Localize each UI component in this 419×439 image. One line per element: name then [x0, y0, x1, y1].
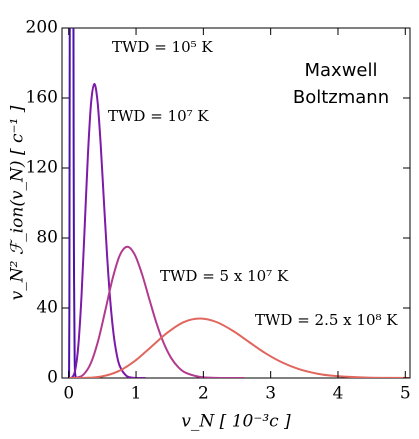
x-tick-label: 0: [63, 384, 74, 404]
legend-label: TWD = 2.5 x 10⁸ K: [255, 311, 398, 329]
line: [67, 28, 78, 378]
annotation: Boltzmann: [293, 87, 389, 108]
line: [68, 82, 146, 378]
legend-label: TWD = 10⁵ K: [112, 38, 213, 56]
y-tick-label: 0: [47, 368, 58, 388]
curves: [67, 28, 410, 378]
y-axis-label: v_N² ℱ_ion(v_N) [ c⁻¹ ]: [8, 105, 28, 300]
x-tick-label: 5: [400, 384, 411, 404]
annotation: Maxwell: [304, 60, 377, 81]
y-tick-label: 160: [26, 88, 58, 108]
y-tick-label: 40: [36, 298, 58, 318]
x-tick-label: 4: [333, 384, 344, 404]
legend-label: TWD = 5 x 10⁷ K: [160, 267, 289, 285]
line: [68, 245, 245, 378]
y-tick-label: 80: [36, 228, 58, 248]
legend-label: TWD = 10⁷ K: [108, 107, 209, 125]
x-tick-label: 2: [198, 384, 209, 404]
line: [68, 317, 410, 378]
x-tick-label: 1: [131, 384, 142, 404]
x-axis-label: v_N [ 10⁻³c ]: [181, 412, 291, 432]
y-tick-label: 200: [26, 18, 58, 38]
y-tick-label: 120: [26, 158, 58, 178]
x-tick-label: 3: [265, 384, 276, 404]
